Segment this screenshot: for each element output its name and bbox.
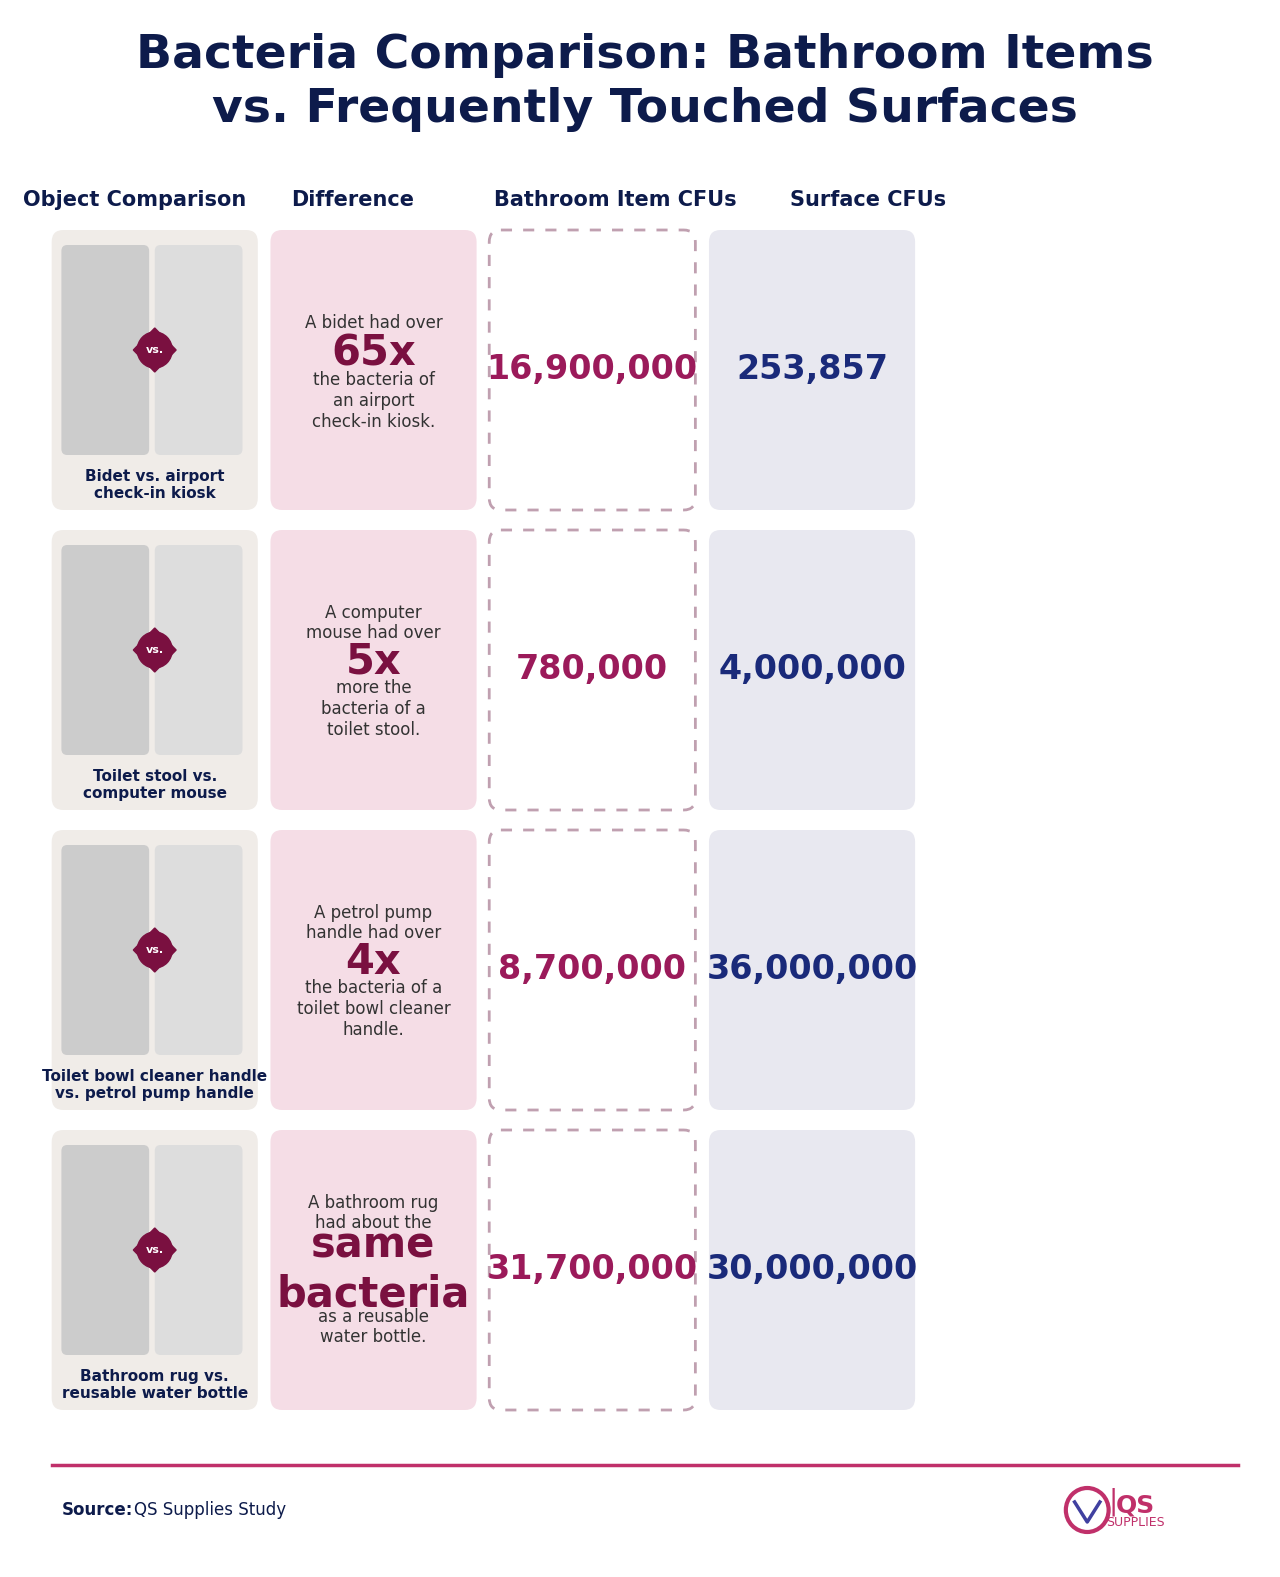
Text: 780,000: 780,000 (516, 653, 668, 686)
Text: as a reusable
water bottle.: as a reusable water bottle. (317, 1307, 429, 1347)
Polygon shape (133, 927, 177, 971)
Text: Object Comparison: Object Comparison (23, 189, 246, 210)
FancyBboxPatch shape (61, 244, 150, 456)
Text: Bathroom rug vs.
reusable water bottle: Bathroom rug vs. reusable water bottle (61, 1369, 248, 1402)
Circle shape (137, 1232, 173, 1268)
FancyBboxPatch shape (51, 830, 257, 1110)
FancyBboxPatch shape (61, 546, 150, 755)
Text: 5x: 5x (346, 640, 402, 683)
Text: A petrol pump
handle had over: A petrol pump handle had over (306, 904, 442, 943)
Text: same
bacteria: same bacteria (276, 1225, 470, 1315)
Polygon shape (133, 1228, 177, 1273)
Text: 4x: 4x (346, 941, 402, 982)
FancyBboxPatch shape (270, 230, 476, 509)
FancyBboxPatch shape (51, 230, 257, 509)
FancyBboxPatch shape (489, 830, 695, 1110)
Text: vs.: vs. (146, 645, 164, 654)
FancyBboxPatch shape (61, 1145, 150, 1355)
FancyBboxPatch shape (51, 530, 257, 811)
Text: Toilet bowl cleaner handle
vs. petrol pump handle: Toilet bowl cleaner handle vs. petrol pu… (42, 1069, 268, 1101)
Text: 4,000,000: 4,000,000 (718, 653, 906, 686)
Text: Bidet vs. airport
check-in kiosk: Bidet vs. airport check-in kiosk (84, 468, 224, 501)
FancyBboxPatch shape (61, 845, 150, 1055)
FancyBboxPatch shape (270, 530, 476, 811)
Text: 31,700,000: 31,700,000 (486, 1254, 698, 1287)
Text: 30,000,000: 30,000,000 (707, 1254, 918, 1287)
FancyBboxPatch shape (155, 845, 242, 1055)
Polygon shape (133, 328, 177, 372)
FancyBboxPatch shape (270, 830, 476, 1110)
Circle shape (137, 932, 173, 968)
Text: 16,900,000: 16,900,000 (486, 353, 698, 386)
FancyBboxPatch shape (51, 1131, 257, 1410)
Text: Difference: Difference (292, 189, 415, 210)
FancyBboxPatch shape (709, 1131, 915, 1410)
Text: more the
bacteria of a
toilet stool.: more the bacteria of a toilet stool. (321, 680, 426, 738)
Text: A bidet had over: A bidet had over (305, 314, 443, 333)
Text: 8,700,000: 8,700,000 (498, 954, 686, 987)
Text: the bacteria of
an airport
check-in kiosk.: the bacteria of an airport check-in kios… (312, 371, 435, 431)
FancyBboxPatch shape (489, 530, 695, 811)
Text: the bacteria of a
toilet bowl cleaner
handle.: the bacteria of a toilet bowl cleaner ha… (297, 979, 451, 1039)
FancyBboxPatch shape (155, 244, 242, 456)
FancyBboxPatch shape (709, 530, 915, 811)
Text: A computer
mouse had over: A computer mouse had over (306, 604, 440, 642)
Text: QS Supplies Study: QS Supplies Study (134, 1501, 287, 1519)
Polygon shape (133, 628, 177, 672)
Text: Bacteria Comparison: Bathroom Items: Bacteria Comparison: Bathroom Items (136, 33, 1153, 77)
FancyBboxPatch shape (709, 830, 915, 1110)
FancyBboxPatch shape (489, 1131, 695, 1410)
FancyBboxPatch shape (709, 230, 915, 509)
FancyBboxPatch shape (155, 546, 242, 755)
Text: Source:: Source: (61, 1501, 133, 1519)
Text: 65x: 65x (332, 333, 416, 375)
FancyBboxPatch shape (270, 1131, 476, 1410)
FancyBboxPatch shape (155, 1145, 242, 1355)
Text: 36,000,000: 36,000,000 (707, 954, 918, 987)
Text: Surface CFUs: Surface CFUs (790, 189, 946, 210)
Text: vs.: vs. (146, 1244, 164, 1255)
Circle shape (137, 333, 173, 367)
Text: Toilet stool vs.
computer mouse: Toilet stool vs. computer mouse (83, 770, 227, 801)
Text: vs.: vs. (146, 345, 164, 355)
Text: Bathroom Item CFUs: Bathroom Item CFUs (494, 189, 737, 210)
Text: SUPPLIES: SUPPLIES (1106, 1515, 1165, 1528)
Text: |: | (1108, 1487, 1119, 1515)
Text: 253,857: 253,857 (736, 353, 888, 386)
Text: QS: QS (1116, 1493, 1156, 1517)
Text: vs.: vs. (146, 945, 164, 956)
Text: A bathroom rug
had about the: A bathroom rug had about the (308, 1194, 439, 1232)
Text: vs. Frequently Touched Surfaces: vs. Frequently Touched Surfaces (212, 87, 1078, 132)
Circle shape (137, 632, 173, 669)
FancyBboxPatch shape (489, 230, 695, 509)
